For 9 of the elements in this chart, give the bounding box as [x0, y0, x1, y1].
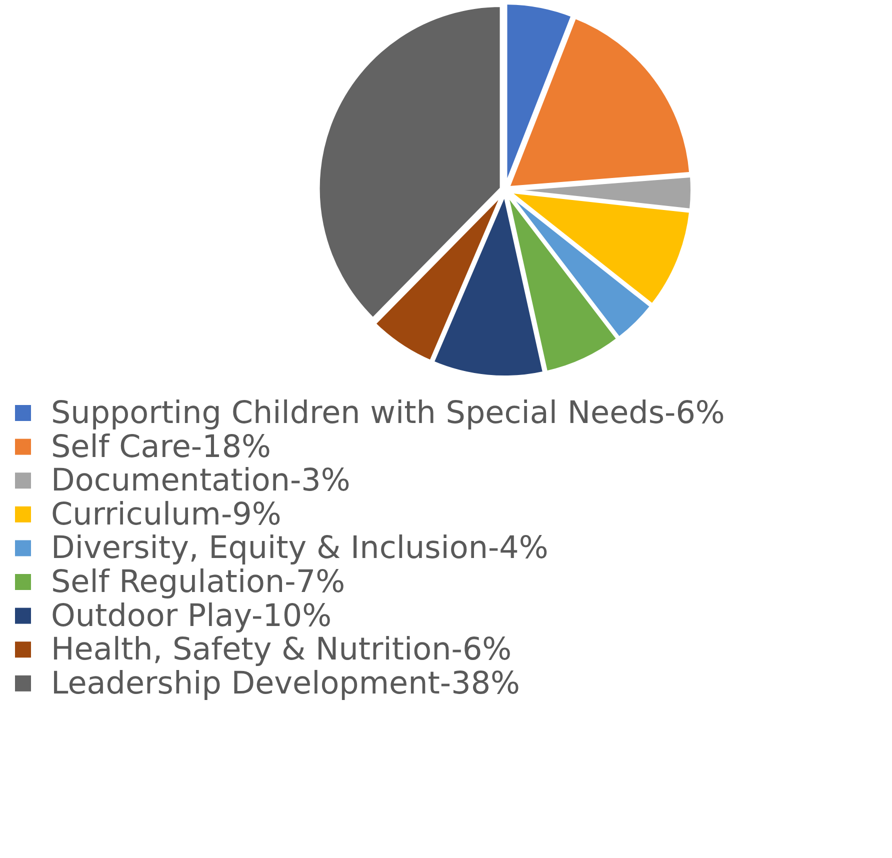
legend-label: Outdoor Play-10%	[51, 598, 332, 634]
legend-label: Leadership Development-38%	[51, 665, 520, 702]
legend-label: Documentation-3%	[51, 462, 350, 499]
legend-label: Curriculum-9%	[51, 496, 282, 532]
legend-label: Self Care-18%	[51, 428, 271, 465]
legend-label: Health, Safety & Nutrition-6%	[51, 632, 512, 668]
legend-label: Supporting Children with Special Needs-6%	[51, 395, 725, 431]
legend-label: Self Regulation-7%	[51, 564, 346, 600]
legend-label: Diversity, Equity & Inclusion-4%	[51, 530, 548, 566]
